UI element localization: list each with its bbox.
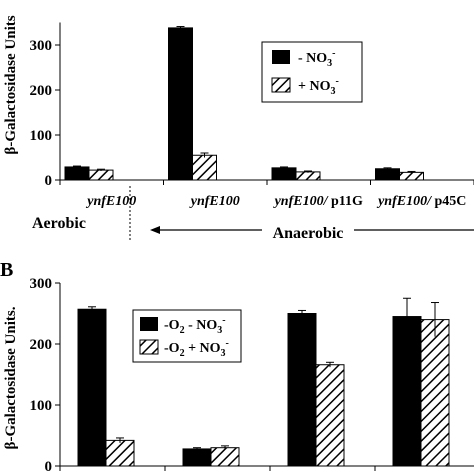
legend-swatch-minus-o2-plus-no3 — [139, 339, 159, 355]
bar-b-s0-c3 — [392, 316, 422, 467]
category-strain: ynfE100 — [85, 194, 136, 209]
panel-a-y-axis-label: β-Galactosidase Units — [3, 15, 19, 154]
bar-b-s1-c2 — [315, 364, 345, 467]
condition-anaerobic-label: Anaerobic — [273, 225, 344, 242]
category-strain: ynfE100/ — [273, 194, 329, 209]
panel-b-y-axis-label: β-Galactosidase Units. — [3, 306, 19, 449]
panel-b-y-tick-label: 0 — [45, 459, 53, 474]
category-plasmid: p45C — [431, 194, 466, 209]
category-strain: ynfE100 — [189, 194, 240, 209]
bar-a-s0-c0 — [64, 166, 90, 181]
category-strain: ynfE100/ — [376, 194, 432, 209]
category-plasmid: p11G — [327, 194, 363, 209]
bar-b-s1-c1 — [210, 447, 240, 467]
panel-b-y-tick-label: 200 — [30, 337, 53, 353]
legend-label-minus-o2-plus-no3: -O2 + NO3- — [164, 338, 229, 359]
category-label-0: ynfE100 — [85, 194, 136, 209]
panel-b-legend: -O2 - NO3- -O2 + NO3- — [132, 309, 242, 363]
bar-a-s1-c0 — [88, 169, 114, 181]
category-label-3: ynfE100/ p45C — [376, 194, 466, 209]
legend-label-minus-o2-minus-no3: -O2 - NO3- — [164, 315, 226, 336]
panel-b-y-tick-labels: 0 100 200 300 — [30, 276, 53, 474]
legend-label-minus-no3: - NO3- — [298, 48, 336, 69]
panel-b-y-tick-label: 300 — [30, 276, 53, 292]
panel-a-y-tick-label: 0 — [45, 173, 53, 189]
bar-a-s0-c3 — [375, 168, 400, 181]
legend-label-plus-no3: + NO3- — [298, 76, 339, 97]
panel-a: β-Galactosidase Units 0 100 200 300 ynfE100… — [3, 15, 474, 242]
bar-b-s1-c0 — [105, 439, 135, 467]
bar-a-s0-c1 — [168, 27, 193, 181]
bar-a-s1-c1 — [192, 154, 217, 181]
category-label-1: ynfE100 — [189, 194, 240, 209]
panel-a-legend: - NO3- + NO3- — [261, 41, 363, 103]
condition-aerobic-label: Aerobic — [32, 215, 86, 232]
bar-a-s1-c2 — [295, 171, 321, 181]
bar-a-s0-c2 — [271, 167, 297, 181]
panel-a-category-labels: ynfE100 ynfE100 ynfE100/ p11G ynfE100/ p45C — [85, 194, 466, 209]
panel-a-bars — [64, 26, 424, 181]
legend-swatch-minus-o2-minus-no3 — [140, 317, 158, 331]
panel-b: B β-Galactosidase Units. 0 100 200 300 -O2 … — [0, 259, 474, 474]
category-label-2: ynfE100/ p11G — [273, 194, 363, 209]
panel-b-bars — [77, 297, 450, 467]
panel-a-y-tick-labels: 0 100 200 300 — [30, 38, 53, 189]
bar-b-s1-c3 — [420, 319, 450, 467]
bar-b-s0-c1 — [182, 448, 212, 467]
legend-swatch-plus-no3 — [271, 77, 291, 93]
bar-b-s0-c0 — [77, 308, 107, 467]
bar-b-s0-c2 — [287, 313, 317, 467]
bar-a-s1-c3 — [399, 171, 424, 181]
panel-a-y-tick-label: 100 — [30, 128, 53, 144]
anaerobic-label-bg — [262, 222, 354, 242]
panel-b-y-tick-label: 100 — [30, 398, 53, 414]
panel-a-y-tick-label: 200 — [30, 83, 53, 99]
panel-a-y-tick-label: 300 — [30, 38, 53, 54]
panel-b-label: B — [0, 259, 13, 281]
legend-swatch-minus-no3 — [272, 50, 290, 64]
